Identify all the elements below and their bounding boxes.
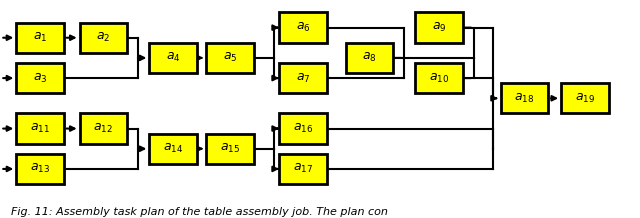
Text: $a_{11}$: $a_{11}$ [30, 122, 50, 135]
Text: $a_{16}$: $a_{16}$ [292, 122, 313, 135]
FancyBboxPatch shape [279, 63, 326, 93]
Text: $a_{1}$: $a_{1}$ [33, 31, 47, 44]
FancyBboxPatch shape [279, 12, 326, 43]
Text: Fig. 11: Assembly task plan of the table assembly job. The plan con: Fig. 11: Assembly task plan of the table… [12, 207, 388, 217]
Text: $a_{7}$: $a_{7}$ [296, 72, 310, 85]
FancyBboxPatch shape [16, 63, 64, 93]
FancyBboxPatch shape [149, 43, 196, 73]
FancyBboxPatch shape [561, 83, 609, 113]
Text: $a_{6}$: $a_{6}$ [296, 21, 310, 34]
FancyBboxPatch shape [206, 43, 253, 73]
FancyBboxPatch shape [346, 43, 393, 73]
FancyBboxPatch shape [79, 113, 127, 144]
FancyBboxPatch shape [16, 23, 64, 53]
FancyBboxPatch shape [415, 12, 463, 43]
Text: $a_{14}$: $a_{14}$ [163, 142, 183, 155]
FancyBboxPatch shape [16, 154, 64, 184]
Text: $a_{9}$: $a_{9}$ [432, 21, 446, 34]
Text: $a_{15}$: $a_{15}$ [220, 142, 240, 155]
Text: $a_{17}$: $a_{17}$ [293, 162, 313, 175]
Text: $a_{13}$: $a_{13}$ [30, 162, 50, 175]
FancyBboxPatch shape [149, 134, 196, 164]
Text: $a_{3}$: $a_{3}$ [33, 72, 47, 85]
Text: $a_{12}$: $a_{12}$ [93, 122, 113, 135]
Text: $a_{5}$: $a_{5}$ [223, 51, 237, 65]
FancyBboxPatch shape [415, 63, 463, 93]
Text: $a_{8}$: $a_{8}$ [362, 51, 377, 65]
FancyBboxPatch shape [16, 113, 64, 144]
Text: $a_{19}$: $a_{19}$ [575, 92, 595, 105]
Text: $a_{10}$: $a_{10}$ [429, 72, 449, 85]
FancyBboxPatch shape [501, 83, 548, 113]
Text: $a_{2}$: $a_{2}$ [96, 31, 111, 44]
FancyBboxPatch shape [279, 113, 326, 144]
FancyBboxPatch shape [206, 134, 253, 164]
Text: $a_{4}$: $a_{4}$ [166, 51, 180, 65]
FancyBboxPatch shape [79, 23, 127, 53]
Text: $a_{18}$: $a_{18}$ [515, 92, 534, 105]
FancyBboxPatch shape [279, 154, 326, 184]
